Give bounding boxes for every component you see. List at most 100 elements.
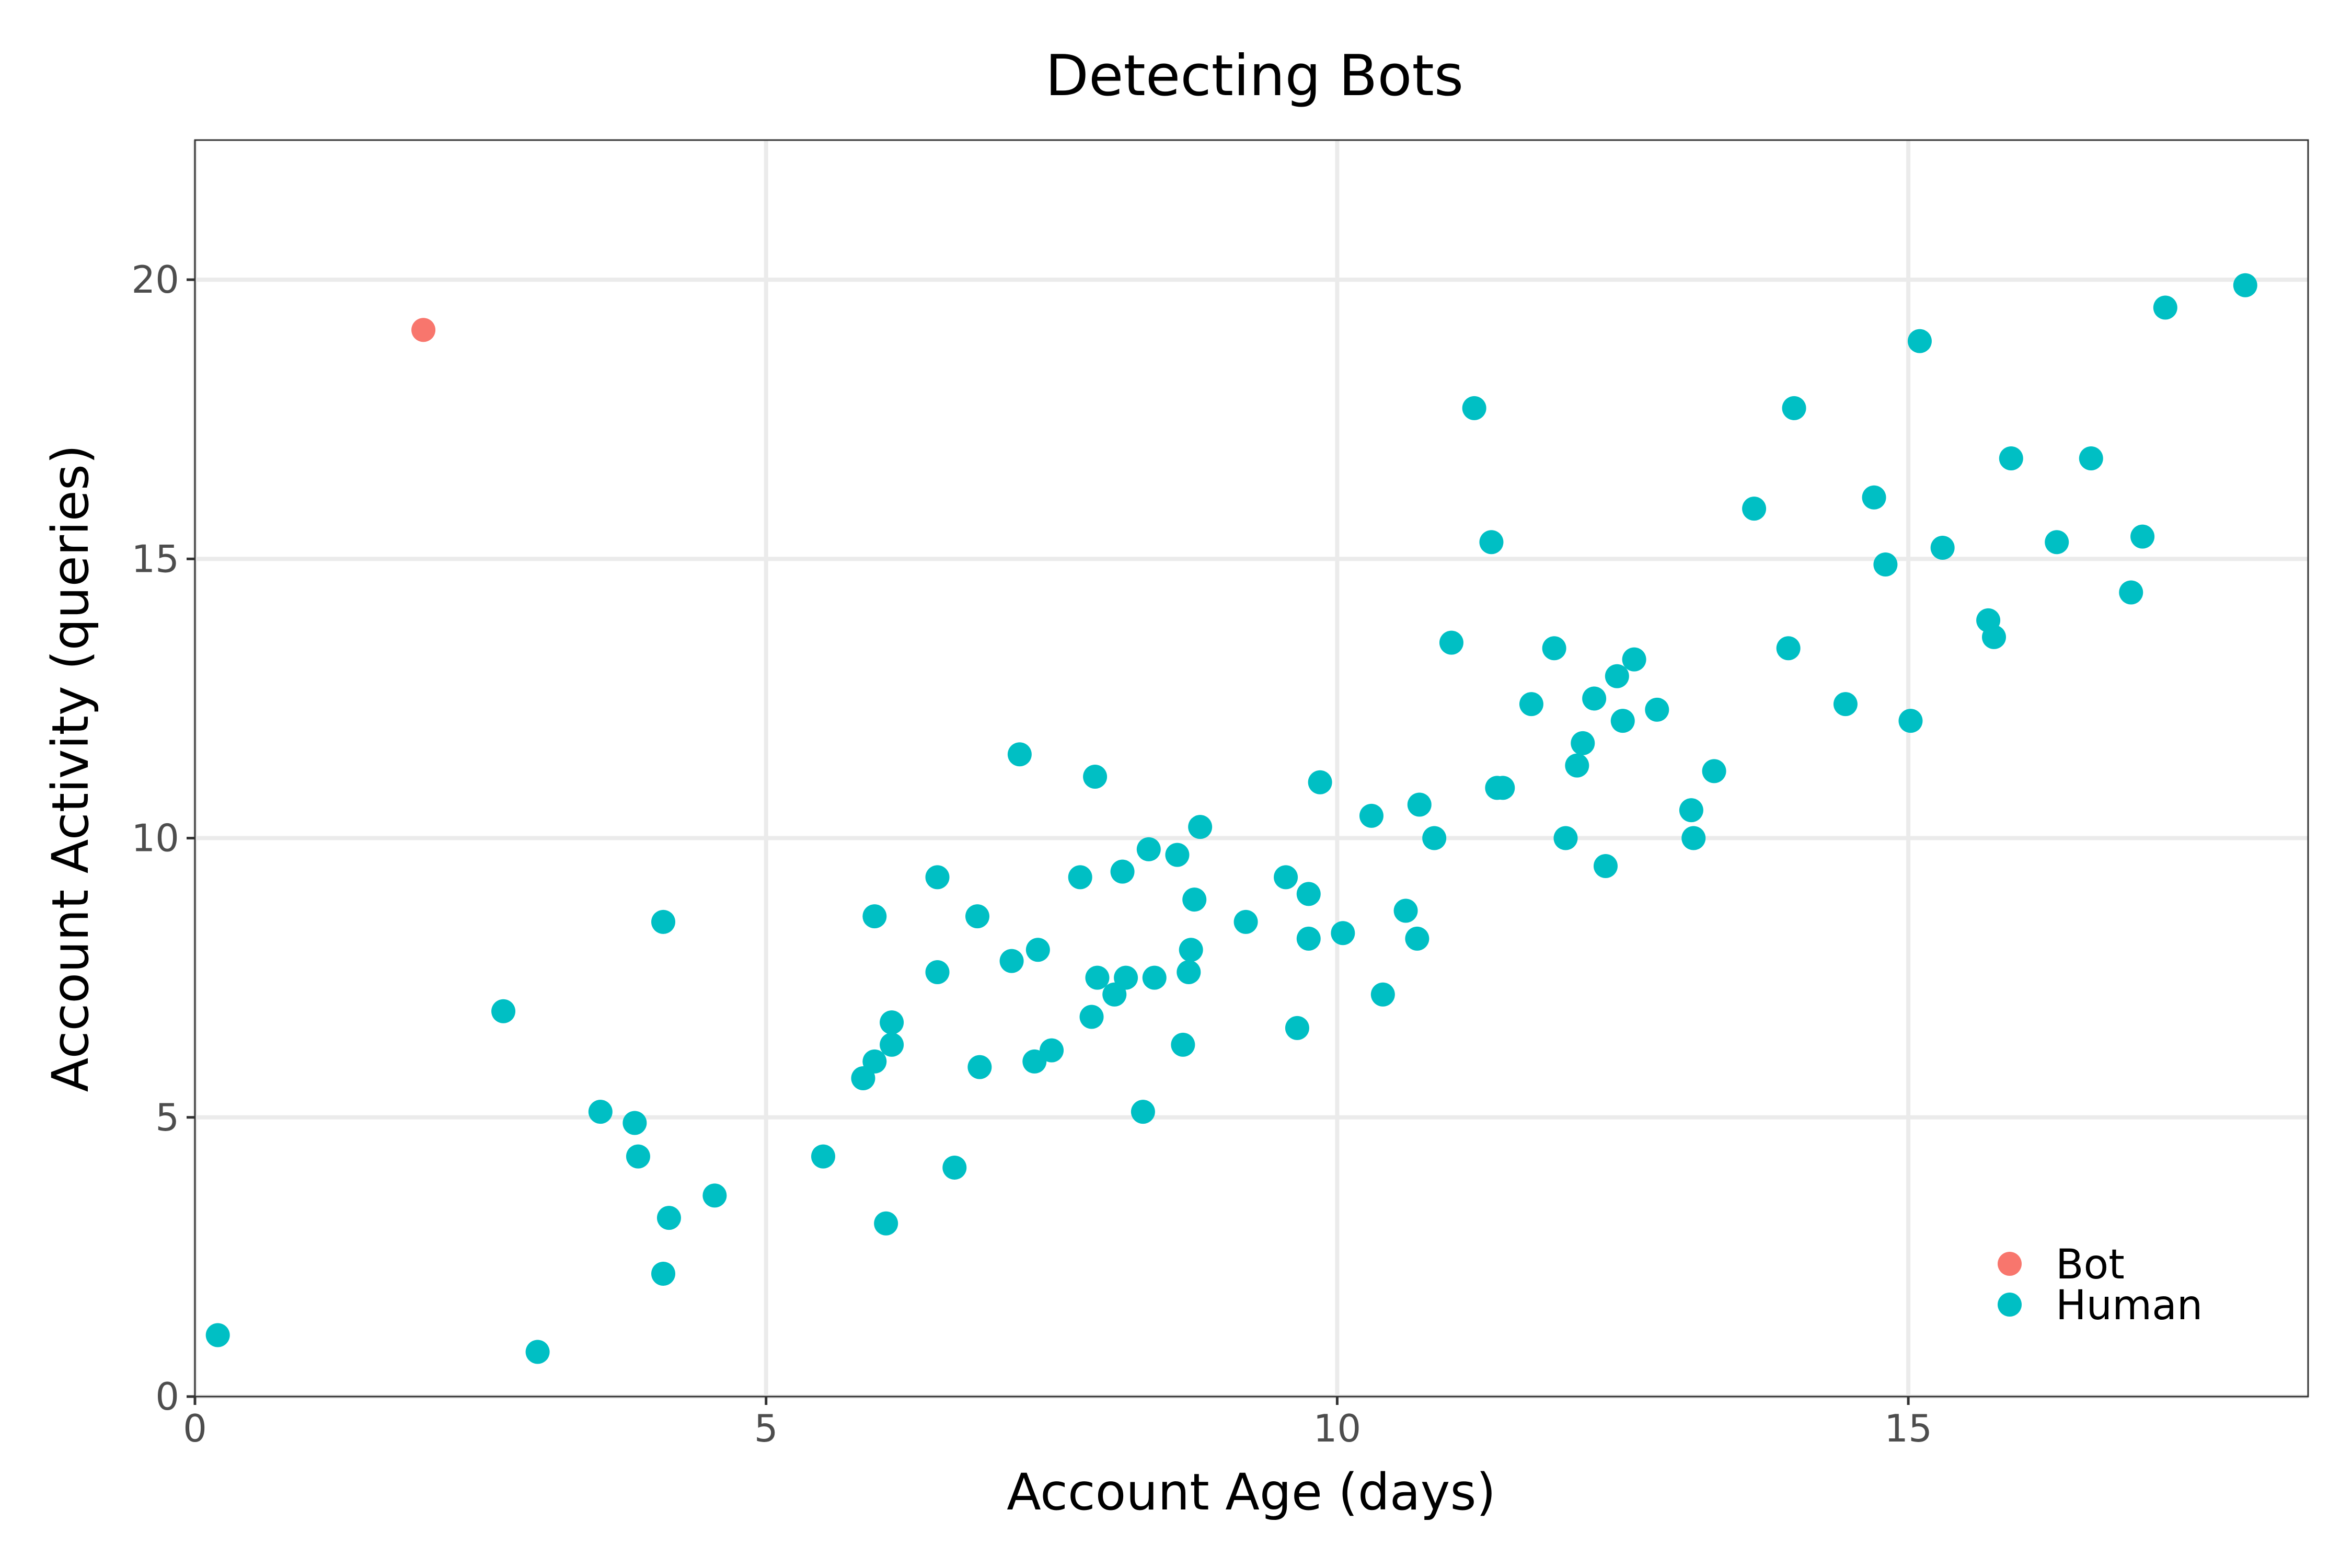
human-point [1296, 926, 1321, 951]
human-point [1898, 709, 1923, 733]
human-point [1142, 965, 1167, 990]
human-point [925, 960, 950, 984]
human-point [1982, 625, 2007, 649]
human-point [1171, 1032, 1195, 1057]
human-point [205, 1323, 230, 1347]
human-point [967, 1055, 992, 1079]
human-point [1308, 770, 1332, 794]
human-point [1679, 798, 1703, 823]
legend-label-bot: Bot [2056, 1241, 2125, 1288]
human-point [1040, 1038, 1064, 1063]
human-point [880, 1010, 904, 1035]
human-point [1131, 1100, 1155, 1124]
human-point [1605, 664, 1629, 688]
human-point [525, 1340, 550, 1364]
points-layer [205, 273, 2257, 1364]
human-point [491, 999, 516, 1023]
human-point [811, 1144, 835, 1169]
human-point [588, 1100, 613, 1124]
human-point [1136, 837, 1161, 861]
x-tick-label: 0 [183, 1406, 207, 1450]
human-point [1079, 1005, 1104, 1029]
human-point [2130, 524, 2155, 549]
human-point [1083, 765, 1108, 789]
human-point [1833, 692, 1858, 717]
human-point [1645, 697, 1669, 722]
human-point [656, 1206, 681, 1230]
human-point [874, 1211, 898, 1236]
human-point [1422, 826, 1447, 850]
human-point [1022, 1049, 1047, 1074]
y-tick-label: 15 [131, 537, 179, 581]
human-point [1407, 792, 1432, 817]
human-point [942, 1155, 967, 1180]
human-point [1370, 982, 1395, 1007]
human-point [1907, 329, 1932, 353]
human-point [1702, 759, 1726, 783]
legend-label-human: Human [2056, 1282, 2203, 1329]
x-tick-label: 15 [1884, 1406, 1932, 1450]
y-tick-label: 0 [155, 1375, 179, 1419]
legend-key-bot [1998, 1252, 2022, 1276]
human-point [1359, 803, 1383, 828]
human-point [1873, 552, 1898, 577]
human-point [622, 1111, 647, 1135]
human-point [1182, 887, 1207, 912]
plot-panel [194, 139, 2309, 1398]
human-point [2079, 446, 2103, 471]
x-tick-label: 5 [754, 1406, 778, 1450]
human-point [1553, 826, 1578, 850]
human-point [651, 1261, 676, 1286]
human-point [2119, 580, 2143, 605]
human-point [1165, 843, 1190, 867]
bot-point [411, 318, 436, 342]
human-point [1405, 926, 1429, 951]
human-point [1999, 446, 2023, 471]
human-point [1571, 731, 1595, 755]
y-tick-label: 5 [155, 1096, 179, 1139]
human-point [1068, 865, 1092, 890]
human-point [1085, 965, 1110, 990]
human-point [1285, 1016, 1309, 1040]
human-point [862, 904, 887, 929]
human-point [1479, 530, 1504, 555]
human-point [1179, 938, 1203, 962]
human-point [851, 1066, 875, 1090]
x-tick-label: 10 [1313, 1406, 1362, 1450]
chart-title: Detecting Bots [1045, 43, 1463, 109]
human-point [1233, 909, 1258, 934]
human-point [2045, 530, 2069, 555]
human-point [651, 909, 676, 934]
human-point [1542, 636, 1566, 661]
human-point [626, 1144, 650, 1169]
human-point [1110, 859, 1135, 884]
grid-layer [193, 140, 2308, 1399]
human-point [1177, 960, 1201, 984]
human-point [1462, 396, 1486, 420]
x-axis: 0 5 10 15 [183, 1397, 1932, 1450]
y-tick-label: 10 [131, 816, 179, 860]
human-point [1491, 776, 1515, 800]
human-point [2233, 273, 2257, 297]
human-point [965, 904, 990, 929]
human-point [1930, 535, 1955, 560]
human-point [1114, 965, 1138, 990]
y-axis-title: Account Activity (queries) [41, 445, 100, 1092]
human-point [1296, 882, 1321, 906]
human-point [1274, 865, 1298, 890]
human-point [880, 1032, 904, 1057]
human-point [1188, 815, 1213, 839]
x-axis-title: Account Age (days) [1007, 1463, 1496, 1521]
human-point [1102, 982, 1127, 1007]
y-tick-label: 20 [131, 258, 179, 302]
human-point [1025, 938, 1050, 962]
human-point [2153, 295, 2177, 320]
human-point [1331, 921, 1355, 946]
human-point [925, 865, 950, 890]
legend-key-human [1998, 1293, 2022, 1317]
human-point [1393, 898, 1418, 923]
human-point [1776, 636, 1801, 661]
human-point [1681, 826, 1706, 850]
